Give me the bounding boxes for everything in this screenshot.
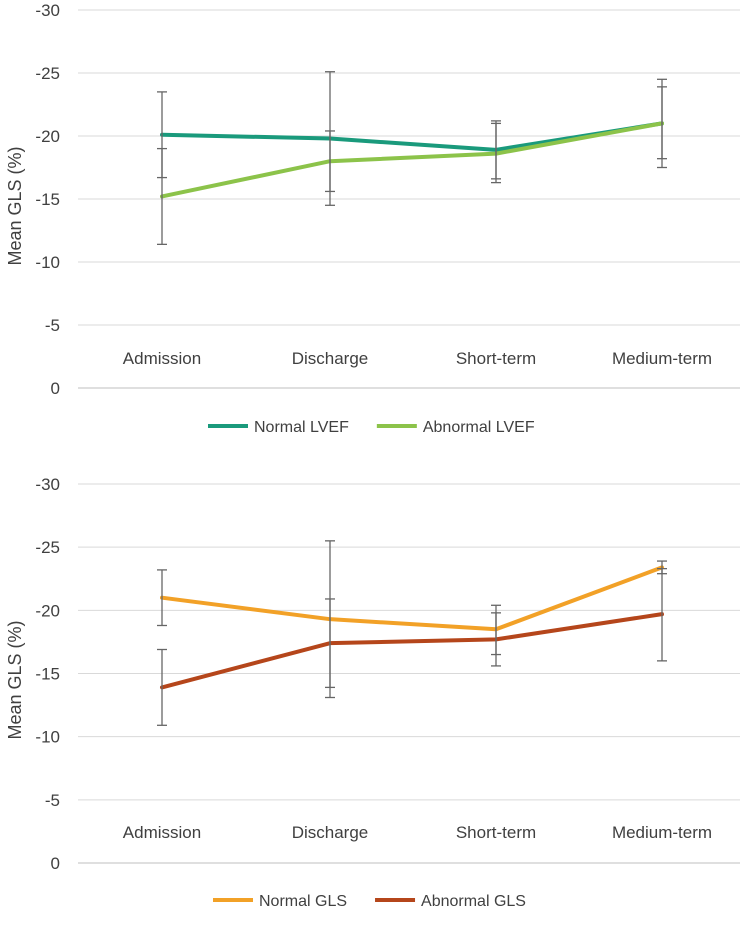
y-tick-label: -20 [35,127,60,146]
y-tick-label: -25 [35,64,60,83]
x-tick-label: Admission [123,823,201,842]
series-line [160,565,664,632]
x-tick-label: Medium-term [612,823,712,842]
y-tick-label: -5 [45,316,60,335]
y-tick-label: -5 [45,791,60,810]
x-tick-label: Discharge [292,823,369,842]
x-tick-label: Admission [123,349,201,368]
legend-label: Abnormal LVEF [423,419,535,436]
series-line [160,612,664,690]
y-tick-label: -20 [35,601,60,620]
legend-label: Abnormal GLS [421,893,526,910]
legend-label: Normal LVEF [254,419,349,436]
x-tick-label: Short-term [456,823,536,842]
y-tick-label: 0 [51,854,60,873]
y-tick-label: -30 [35,1,60,20]
y-axis-title: Mean GLS (%) [5,146,25,265]
x-tick-label: Short-term [456,349,536,368]
y-axis-title: Mean GLS (%) [5,620,25,739]
legend-label: Normal GLS [259,893,347,910]
series-line [160,121,664,199]
y-tick-label: -15 [35,190,60,209]
x-tick-label: Medium-term [612,349,712,368]
y-tick-label: 0 [51,379,60,398]
y-tick-label: -10 [35,253,60,272]
y-tick-label: -15 [35,665,60,684]
x-tick-label: Discharge [292,349,369,368]
y-tick-label: -10 [35,728,60,747]
y-tick-label: -25 [35,538,60,557]
y-tick-label: -30 [35,475,60,494]
